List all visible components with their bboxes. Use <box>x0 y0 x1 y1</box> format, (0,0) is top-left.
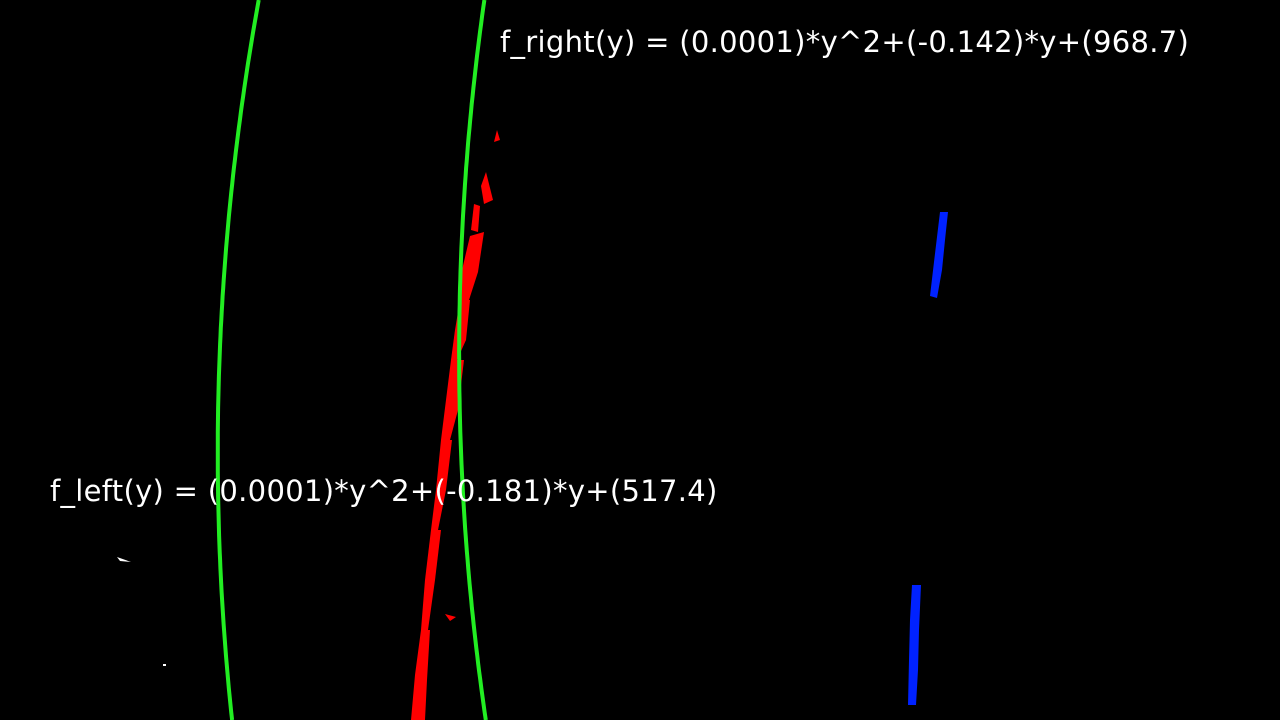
right-lane-fit-line <box>457 0 488 720</box>
left-lane-equation: f_left(y) = (0.0001)*y^2+(-0.181)*y+(517… <box>50 474 718 508</box>
right-lane-equation: f_right(y) = (0.0001)*y^2+(-0.142)*y+(96… <box>500 25 1190 59</box>
noise-specks <box>117 557 166 666</box>
left-lane-pixels <box>411 130 500 720</box>
left-lane-fit-line <box>215 0 261 720</box>
right-lane-pixels <box>908 212 948 705</box>
